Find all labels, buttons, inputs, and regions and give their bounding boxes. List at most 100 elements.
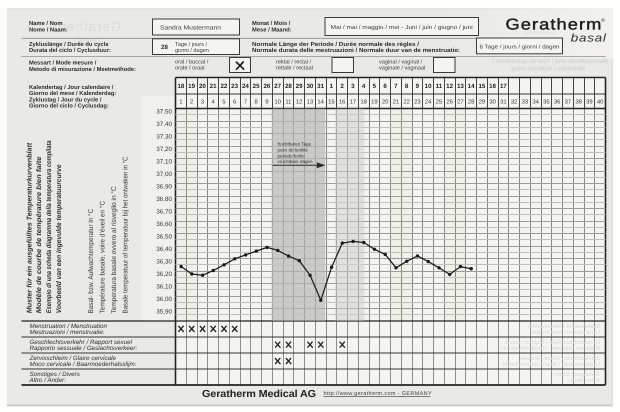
svg-text:Messmethode und / Tipo de appa: Messmethode und / Tipo de apparatuur / xyxy=(492,58,608,65)
svg-text:®: ® xyxy=(601,18,605,24)
svg-text:Mestruazioni / menstruatie:: Mestruazioni / menstruatie: xyxy=(30,329,105,336)
svg-text:17: 17 xyxy=(350,99,357,106)
svg-text:37,40: 37,40 xyxy=(156,121,172,128)
svg-text:Giorno del mese / Kalenderdag:: Giorno del mese / Kalenderdag: xyxy=(29,90,116,97)
svg-text:Name / Nom: Name / Nom xyxy=(29,20,63,27)
svg-text:rettale / rectaal: rettale / rectaal xyxy=(276,65,313,72)
svg-text:7: 7 xyxy=(394,83,398,90)
svg-text:19: 19 xyxy=(371,99,378,106)
svg-text:Mese / Maand:: Mese / Maand: xyxy=(252,26,292,33)
svg-text:16: 16 xyxy=(489,83,496,90)
svg-text:Esempio di una scheda diagramm: Esempio di una scheda diagramma della te… xyxy=(46,140,53,313)
svg-text:periodo fertile: periodo fertile xyxy=(278,153,306,158)
svg-text:1: 1 xyxy=(330,83,334,90)
svg-text:29: 29 xyxy=(296,83,303,90)
svg-text:36,40: 36,40 xyxy=(156,246,172,253)
svg-text:Geratherm: Geratherm xyxy=(506,16,603,33)
svg-text:Monat / Mois /: Monat / Mois / xyxy=(252,20,291,27)
svg-text:8: 8 xyxy=(405,83,409,90)
svg-text:31: 31 xyxy=(500,99,507,106)
svg-text:jours de fertilité: jours de fertilité xyxy=(277,147,309,152)
svg-text:37,20: 37,20 xyxy=(156,146,172,153)
svg-text:Geratherm: Geratherm xyxy=(49,19,121,34)
svg-text:Methodes / Aufwach temp.: Methodes / Aufwach temp. xyxy=(509,66,585,73)
svg-text:Basale temperatuur of temperat: Basale temperatuur of temperatuur bij he… xyxy=(123,156,130,313)
svg-text:2: 2 xyxy=(190,99,193,106)
svg-text:13: 13 xyxy=(307,99,314,106)
svg-text:2: 2 xyxy=(340,83,344,90)
svg-text:15: 15 xyxy=(478,83,485,90)
svg-text:25: 25 xyxy=(436,99,443,106)
svg-text:17: 17 xyxy=(500,83,507,90)
svg-text:Sonstiges / Divers: Sonstiges / Divers xyxy=(30,371,80,378)
svg-text:36: 36 xyxy=(554,99,561,106)
svg-text:Altro / Ander:: Altro / Ander: xyxy=(566,377,601,384)
svg-text:37: 37 xyxy=(565,99,572,106)
svg-text:Modèle de courbe de températur: Modèle de courbe de température bien fai… xyxy=(35,156,43,313)
svg-text:Normale durata delle mestruazi: Normale durata delle mestruazioni / Norm… xyxy=(252,47,460,54)
svg-text:38: 38 xyxy=(575,99,582,106)
svg-text:21: 21 xyxy=(393,99,400,106)
svg-text:30: 30 xyxy=(306,83,313,90)
svg-text:basal: basal xyxy=(76,35,100,46)
svg-text:7: 7 xyxy=(244,99,247,106)
svg-text:28: 28 xyxy=(161,44,168,51)
svg-text:Mestruazioni / menstruatie:: Mestruazioni / menstruatie: xyxy=(530,329,600,336)
svg-text:28: 28 xyxy=(468,99,475,106)
svg-text:Zervixschleim / Glaire cervica: Zervixschleim / Glaire cervicale xyxy=(29,355,117,362)
svg-text:23: 23 xyxy=(414,99,421,106)
svg-text:Rapporto sessuale / Geslachtsv: Rapporto sessuale / Geslachtsverkeer: xyxy=(500,345,600,352)
svg-text:Geratherm: Geratherm xyxy=(524,30,556,37)
svg-text:vruchtbare dagen: vruchtbare dagen xyxy=(278,159,314,164)
svg-text:Muster für ein ausgefülltes Te: Muster für ein ausgefülltes Temperaturku… xyxy=(27,142,34,313)
svg-text:23: 23 xyxy=(231,83,238,90)
svg-text:24: 24 xyxy=(425,99,432,106)
svg-text:15: 15 xyxy=(328,99,335,106)
svg-text:Moco cervicale / Baarmoederhal: Moco cervicale / Baarmoederhalsslijm: xyxy=(30,361,137,368)
svg-text:Altro / Ander:: Altro / Ander: xyxy=(29,377,67,384)
svg-text:36,80: 36,80 xyxy=(156,196,172,203)
svg-text:Moco cervicale / Baarmoederhal: Moco cervicale / Baarmoederhalsslijm: xyxy=(500,361,600,368)
svg-text:6: 6 xyxy=(233,99,237,106)
svg-text:Messart / Mode mesure /: Messart / Mode mesure / xyxy=(29,60,97,67)
svg-text:Sonstiges / Divers: Sonstiges / Divers xyxy=(553,371,600,378)
svg-text:36,60: 36,60 xyxy=(156,221,172,228)
svg-text:Menstruation / Menstruation: Menstruation / Menstruation xyxy=(30,323,108,330)
svg-text:Sandra Mustermann: Sandra Mustermann xyxy=(160,25,221,32)
svg-text:5: 5 xyxy=(373,83,377,90)
svg-text:32: 32 xyxy=(511,99,518,106)
svg-text:Geratherm Medical AG: Geratherm Medical AG xyxy=(202,389,316,400)
svg-text:10: 10 xyxy=(425,83,432,90)
svg-text:9: 9 xyxy=(416,83,420,90)
svg-text:3: 3 xyxy=(201,99,205,106)
svg-text:40: 40 xyxy=(597,99,604,106)
svg-text:Temperatura basale ovvero al r: Temperatura basale ovvero al risveglio i… xyxy=(111,186,118,313)
svg-text:Giorno del ciclo / Cyclusdag:: Giorno del ciclo / Cyclusdag: xyxy=(29,103,109,110)
svg-text:Normale Länge der Periode / Du: Normale Länge der Periode / Durée normal… xyxy=(252,41,419,48)
svg-text:12: 12 xyxy=(446,83,453,90)
svg-text:36,50: 36,50 xyxy=(156,234,172,241)
svg-text:Kalendertag / Jour calendaire: Kalendertag / Jour calendaire / xyxy=(29,84,114,91)
svg-text:1: 1 xyxy=(179,99,182,106)
svg-text:Geschlechtsverkehr / Rapport s: Geschlechtsverkehr / Rapport sexuel xyxy=(30,339,133,346)
svg-text:8: 8 xyxy=(254,99,258,106)
svg-text:fruchtbaren Tage: fruchtbaren Tage xyxy=(278,141,312,146)
svg-text:26: 26 xyxy=(446,99,453,106)
svg-text:20: 20 xyxy=(382,99,389,106)
svg-text:33: 33 xyxy=(522,99,529,106)
svg-text:39: 39 xyxy=(586,99,593,106)
svg-text:Zykluslänge / Durée du cycle: Zykluslänge / Durée du cycle xyxy=(29,41,109,48)
svg-text:5: 5 xyxy=(222,99,226,106)
svg-text:10: 10 xyxy=(274,99,281,106)
svg-text:11: 11 xyxy=(285,99,291,106)
svg-text:rektal / rectal /: rektal / rectal / xyxy=(276,59,312,66)
svg-text:19: 19 xyxy=(188,83,195,90)
svg-text:vaginal / vaginal /: vaginal / vaginal / xyxy=(379,59,423,66)
svg-text:28: 28 xyxy=(285,83,292,90)
svg-text:21: 21 xyxy=(210,83,217,90)
svg-text:27: 27 xyxy=(457,99,464,106)
svg-text:35: 35 xyxy=(543,99,550,106)
svg-text:Zyklustag / Jour du cycle /: Zyklustag / Jour du cycle / xyxy=(29,96,102,103)
svg-text:37,00: 37,00 xyxy=(156,171,172,178)
svg-text:31: 31 xyxy=(317,83,324,90)
